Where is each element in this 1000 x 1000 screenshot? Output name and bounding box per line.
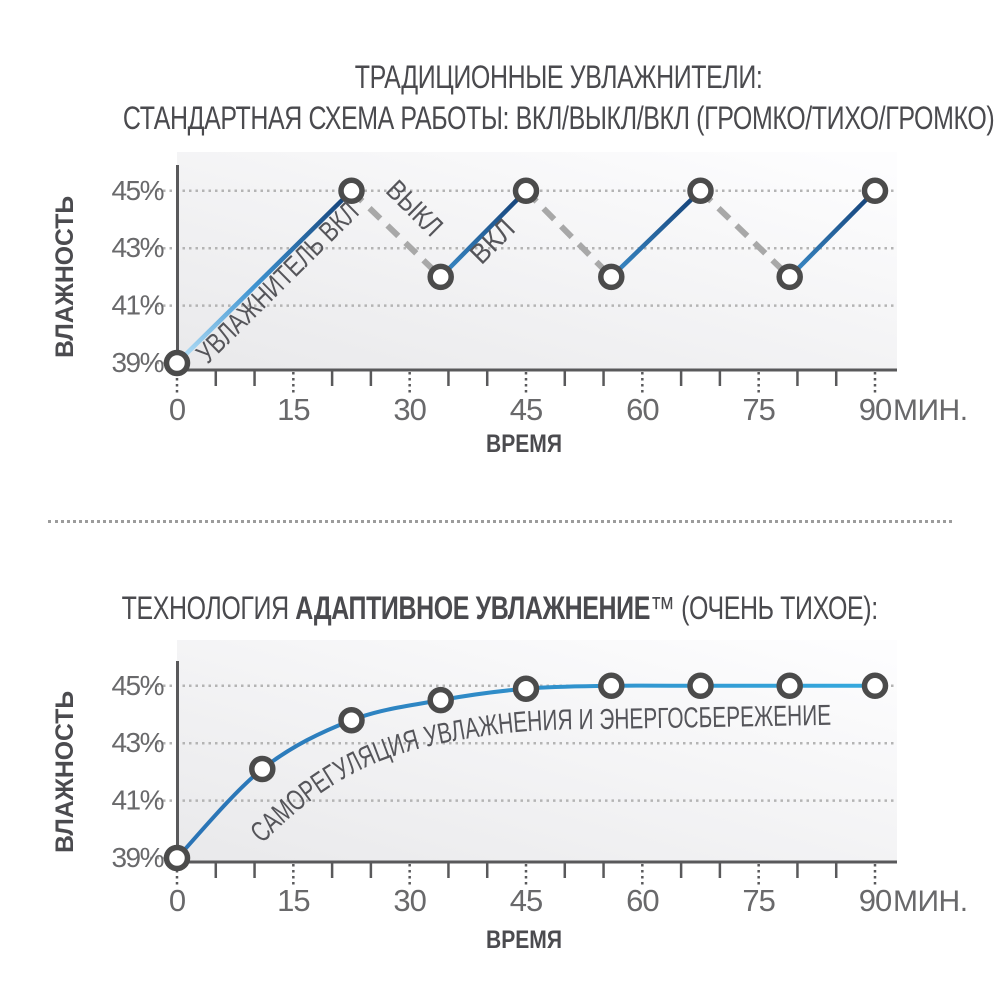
chart-1-plot: 45% 43% 41% 39%0 15 30 45 60 75 90 МИН. ВРЕМЯ ВЛАЖНО…	[51, 152, 968, 458]
chart-1-title-line-1: ТРАДИЦИОННЫЕ УВЛАЖНИТЕЛИ:	[354, 59, 763, 95]
y-tick-label: 45%	[111, 670, 163, 701]
series-segment-on	[788, 189, 877, 279]
x-tick-label: 0	[169, 883, 186, 918]
x-tick-label: 75	[742, 883, 774, 918]
data-point-marker	[427, 263, 454, 291]
y-tick-label: 39%	[111, 347, 163, 378]
chart-2-plot: 45% 43% 41% 39%0 15 30 45 60 75 90 МИН. ВРЕМЯ ВЛАЖНО…	[51, 640, 968, 954]
series-segment-off	[698, 188, 792, 280]
data-point-marker	[338, 706, 365, 734]
x-tick-label: 90	[859, 392, 892, 427]
data-point-marker	[861, 177, 889, 205]
section-divider	[48, 520, 952, 523]
chart-2-title: ТЕХНОЛОГИЯ АДАПТИВНОЕ УВЛАЖНЕНИЕ™ (ОЧЕНЬ…	[0, 588, 1000, 629]
series-segment-on	[439, 189, 528, 279]
y-axis-title: ВЛАЖНОСТЬ	[51, 196, 79, 358]
data-point-marker	[687, 177, 714, 205]
y-tick-label: 39%	[111, 842, 163, 873]
x-tick-label: 15	[277, 392, 309, 427]
data-point-marker	[598, 672, 625, 700]
chart-2-title-prefix: ТЕХНОЛОГИЯ	[121, 590, 296, 626]
x-tick-label: 0	[169, 392, 186, 427]
data-point-marker	[861, 672, 889, 700]
series-segment-off	[523, 188, 614, 280]
x-tick-label: 90	[859, 883, 892, 918]
data-point-marker	[163, 844, 191, 872]
x-tick-label: 60	[626, 883, 659, 918]
y-tick-label: 45%	[111, 175, 163, 206]
x-tick-label: 60	[626, 392, 659, 427]
data-point-marker	[776, 263, 803, 291]
y-tick-label: 43%	[111, 232, 163, 263]
y-tick-label: 43%	[111, 727, 163, 758]
x-tick-label: 30	[393, 392, 426, 427]
data-point-marker	[163, 349, 191, 377]
trademark-symbol: ™	[650, 590, 675, 626]
x-axis-title: ВРЕМЯ	[486, 926, 562, 954]
chart-1-title: ТРАДИЦИОННЫЕ УВЛАЖНИТЕЛИ: СТАНДАРТНАЯ СХ…	[0, 57, 1000, 139]
y-tick-label: 41%	[111, 785, 163, 816]
series-segment-on	[175, 189, 354, 365]
x-axis-unit: МИН.	[893, 394, 968, 427]
x-axis-title: ВРЕМЯ	[486, 430, 562, 458]
x-tick-label: 30	[393, 883, 426, 918]
x-tick-label: 45	[510, 883, 542, 918]
y-tick-label: 41%	[111, 290, 163, 321]
chart-2-title-suffix: (ОЧЕНЬ ТИХОЕ):	[674, 590, 879, 626]
plot-area	[177, 640, 897, 861]
data-point-marker	[776, 672, 803, 700]
series-segment-off	[349, 188, 443, 280]
x-tick-label: 75	[742, 392, 774, 427]
chart-1-title-line-2: СТАНДАРТНАЯ СХЕМА РАБОТЫ: ВКЛ/ВЫКЛ/ВКЛ (…	[122, 100, 995, 136]
data-point-marker	[598, 263, 625, 291]
data-point-marker	[687, 672, 714, 700]
data-point-marker	[427, 686, 454, 714]
series-segment-on	[609, 189, 703, 279]
y-axis-title: ВЛАЖНОСТЬ	[51, 691, 79, 853]
data-point-marker	[512, 177, 540, 205]
data-point-marker	[249, 755, 276, 783]
x-tick-label: 15	[277, 883, 309, 918]
data-point-marker	[512, 675, 540, 702]
x-tick-label: 45	[510, 392, 542, 427]
x-axis-unit: МИН.	[893, 885, 968, 918]
data-point-marker	[338, 177, 365, 205]
chart-2-title-brand: АДАПТИВНОЕ УВЛАЖНЕНИЕ	[295, 590, 651, 626]
